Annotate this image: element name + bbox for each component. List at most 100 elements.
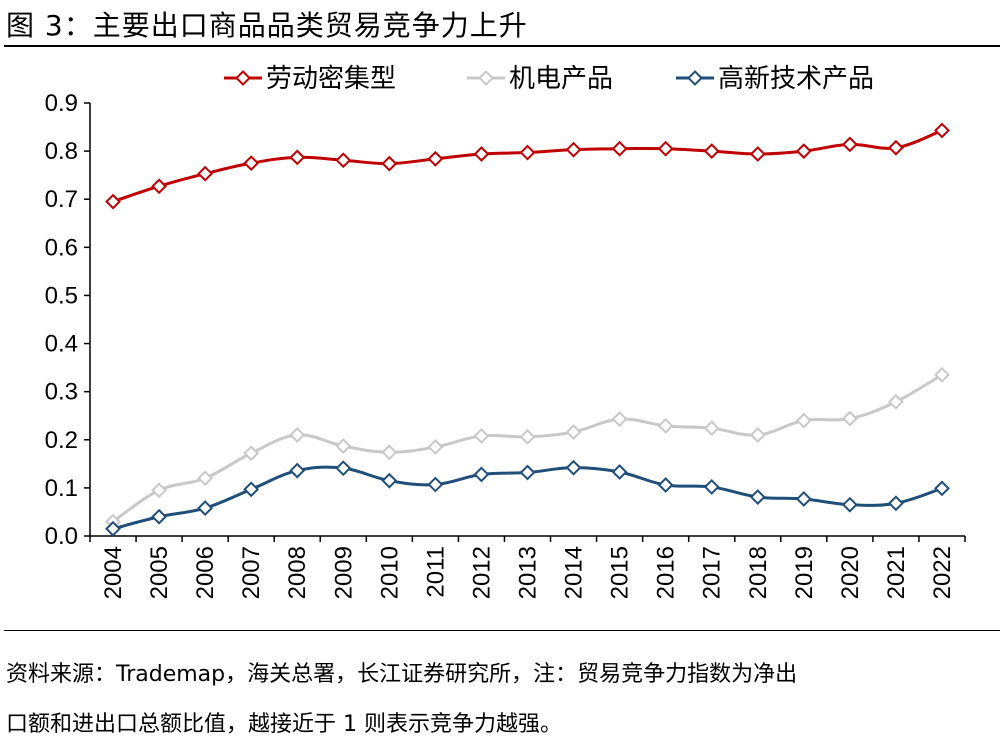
data-point-marker — [151, 508, 167, 525]
data-point-marker — [519, 428, 536, 445]
data-point-marker — [749, 427, 766, 443]
data-point-marker — [197, 165, 214, 182]
data-point-marker — [749, 489, 766, 505]
y-tick-label: 0.1 — [45, 475, 78, 502]
data-point-marker — [611, 464, 628, 480]
data-point-marker — [335, 438, 352, 454]
data-point-marker — [934, 480, 950, 497]
legend-item-2: 高新技术产品 — [676, 64, 874, 94]
data-point-marker — [888, 393, 904, 410]
data-point-marker — [841, 410, 858, 427]
data-point-marker — [934, 122, 950, 139]
data-point-marker — [243, 481, 260, 498]
data-point-marker — [289, 427, 306, 443]
data-point-marker — [473, 466, 490, 483]
data-point-marker — [335, 152, 352, 169]
data-point-marker — [289, 149, 306, 166]
data-point-marker — [611, 140, 628, 157]
y-tick-label: 0.6 — [45, 234, 78, 261]
data-point-marker — [519, 144, 536, 161]
data-point-marker — [565, 424, 582, 440]
data-point-marker — [427, 150, 444, 167]
legend-item-1: 机电产品 — [467, 64, 613, 94]
source-note-line2: 口额和进出口总额比值，越接近于 1 则表示竞争力越强。 — [6, 712, 562, 737]
axes: 0.0 0.1 0.2 0.3 0.4 0.5 0.6 0.7 0.8 0.9 2004 2005 20… — [45, 90, 966, 599]
y-tick-label: 0.0 — [45, 523, 78, 550]
x-tick-label: 2019 — [791, 546, 818, 599]
data-point-marker — [703, 420, 720, 437]
data-point-marker — [611, 411, 628, 428]
data-point-marker — [427, 439, 444, 455]
x-tick-label: 2018 — [745, 546, 772, 599]
data-point-marker — [335, 460, 352, 477]
data-point-marker — [381, 155, 398, 172]
x-tick-label: 2017 — [699, 546, 726, 599]
x-tick-label: 2006 — [192, 546, 219, 599]
data-point-marker — [197, 500, 214, 517]
data-point-marker — [243, 445, 260, 462]
x-tick-label: 2013 — [515, 546, 542, 599]
series-2 — [105, 459, 950, 537]
data-point-marker — [473, 146, 490, 162]
data-point-marker — [841, 136, 858, 153]
legend-label: 劳动密集型 — [266, 64, 396, 94]
data-point-marker — [519, 464, 536, 481]
x-tick-label: 2009 — [330, 546, 357, 599]
x-tick-label: 2005 — [146, 546, 173, 599]
x-tick-label: 2010 — [376, 546, 403, 599]
x-tick-label: 2020 — [837, 546, 864, 599]
data-point-marker — [749, 146, 766, 162]
data-point-marker — [151, 482, 167, 499]
legend-label: 机电产品 — [509, 64, 613, 94]
title-rule — [4, 45, 1000, 47]
x-tick-label: 2022 — [929, 546, 956, 599]
source-rule — [4, 630, 1000, 631]
data-point-marker — [105, 520, 121, 537]
data-point-marker — [197, 470, 214, 487]
data-point-marker — [243, 155, 260, 172]
y-tick-label: 0.9 — [45, 90, 78, 117]
legend: 劳动密集型 机电产品 高新技术产品 — [224, 64, 874, 94]
data-point-marker — [657, 477, 674, 493]
x-tick-label: 2016 — [653, 546, 680, 599]
series-line — [112, 129, 943, 204]
y-tick-label: 0.7 — [45, 186, 78, 213]
x-tick-label: 2008 — [284, 546, 311, 599]
x-tick-label: 2011 — [422, 546, 449, 598]
y-tick-label: 0.8 — [45, 138, 78, 165]
data-point-marker — [381, 472, 398, 489]
x-tick-label: 2012 — [468, 546, 495, 599]
data-point-marker — [381, 444, 398, 461]
data-point-marker — [289, 462, 306, 479]
data-point-marker — [703, 143, 720, 160]
legend-marker — [478, 70, 494, 86]
data-point-marker — [795, 412, 812, 429]
data-point-marker — [888, 495, 904, 512]
line-chart: 劳动密集型 机电产品 高新技术产品 0.0 0.1 0.2 0.3 0.4 0.5 0.6 0.7… — [45, 64, 966, 599]
figure-title: 图 3：主要出口商品品类贸易竞争力上升 — [6, 9, 528, 42]
data-point-marker — [934, 366, 950, 383]
data-point-marker — [795, 491, 812, 507]
legend-marker — [687, 70, 703, 86]
data-point-marker — [565, 459, 582, 476]
data-point-marker — [795, 143, 812, 160]
data-point-marker — [657, 140, 674, 157]
data-point-marker — [657, 417, 674, 434]
data-point-marker — [565, 141, 582, 158]
data-point-marker — [703, 479, 720, 495]
data-point-marker — [151, 178, 167, 195]
y-tick-label: 0.4 — [45, 331, 78, 358]
data-point-marker — [427, 476, 444, 493]
y-tick-label: 0.3 — [45, 379, 78, 406]
source-note-line1: 资料来源：Trademap，海关总署，长江证券研究所，注：贸易竞争力指数为净出 — [6, 662, 798, 687]
data-point-marker — [888, 139, 904, 156]
x-tick-label: 2021 — [883, 546, 910, 599]
legend-marker — [235, 70, 251, 86]
series-lines — [105, 122, 950, 537]
y-tick-label: 0.5 — [45, 282, 78, 309]
series-1 — [105, 366, 950, 530]
x-tick-label: 2007 — [238, 546, 265, 599]
y-tick-label: 0.2 — [45, 427, 78, 454]
x-tick-label: 2014 — [561, 546, 588, 599]
x-tick-label: 2004 — [100, 546, 127, 599]
